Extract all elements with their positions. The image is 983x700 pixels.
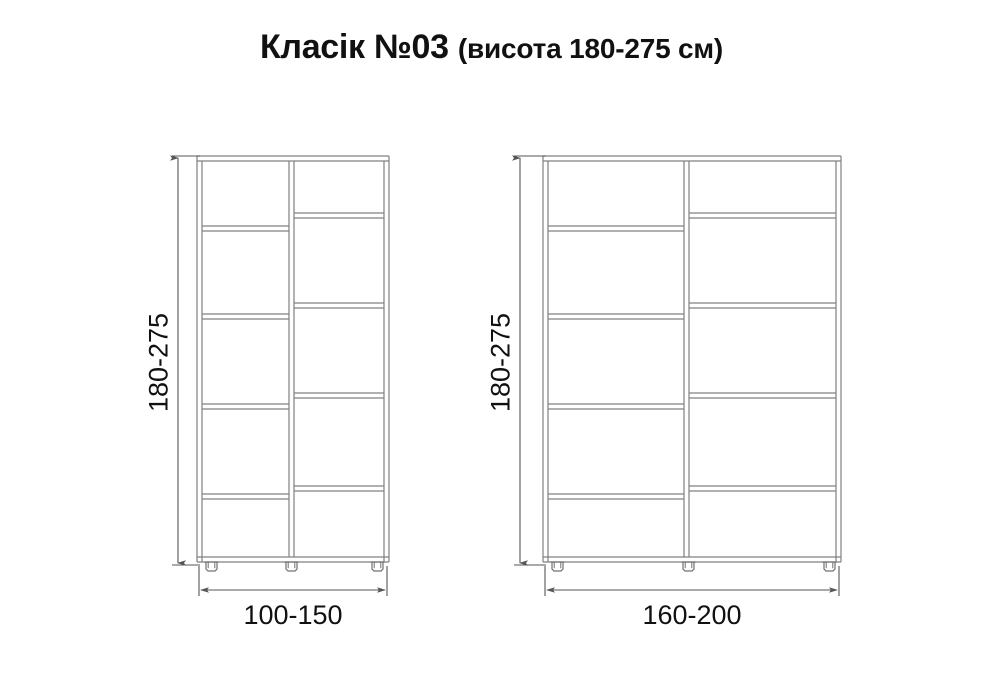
page-title-height-note: (висота 180-275 см) — [457, 33, 724, 64]
cabinet-small-left-shelves — [202, 225, 289, 500]
cabinet-large-left-shelves — [548, 225, 684, 500]
cabinet-large-height-dimension — [512, 155, 546, 566]
cabinet-small-carcass — [196, 155, 390, 563]
foot-icon — [369, 561, 386, 572]
page-title-model: Класік №03 — [259, 28, 449, 66]
cabinet-small-right-shelves — [294, 212, 384, 492]
cabinet-small-width-dimension — [198, 566, 388, 596]
cabinet-large-feet — [549, 561, 838, 572]
cabinet-small-divider — [288, 161, 295, 557]
page-title: Класік №03 (висота 180-275 см) — [0, 28, 983, 67]
cabinet-large-right-shelves — [689, 212, 836, 492]
cabinet-small-height-label: 180-275 — [143, 312, 174, 413]
cabinet-large-width-dimension — [544, 566, 840, 596]
foot-icon — [203, 561, 220, 572]
cabinet-small-width-label: 100-150 — [243, 600, 343, 630]
cabinet-large-divider — [683, 161, 690, 557]
foot-icon — [821, 561, 838, 572]
cabinet-small-feet — [203, 561, 386, 572]
cabinet-large — [512, 155, 842, 596]
cabinet-large-height-label: 180-275 — [485, 312, 516, 413]
cabinet-small-height-dimension — [170, 155, 200, 566]
foot-icon — [549, 561, 566, 572]
cabinet-large-carcass — [542, 155, 842, 563]
foot-icon — [680, 561, 697, 572]
cabinet-small — [170, 155, 390, 596]
cabinet-large-width-label: 160-200 — [642, 600, 742, 630]
foot-icon — [283, 561, 300, 572]
